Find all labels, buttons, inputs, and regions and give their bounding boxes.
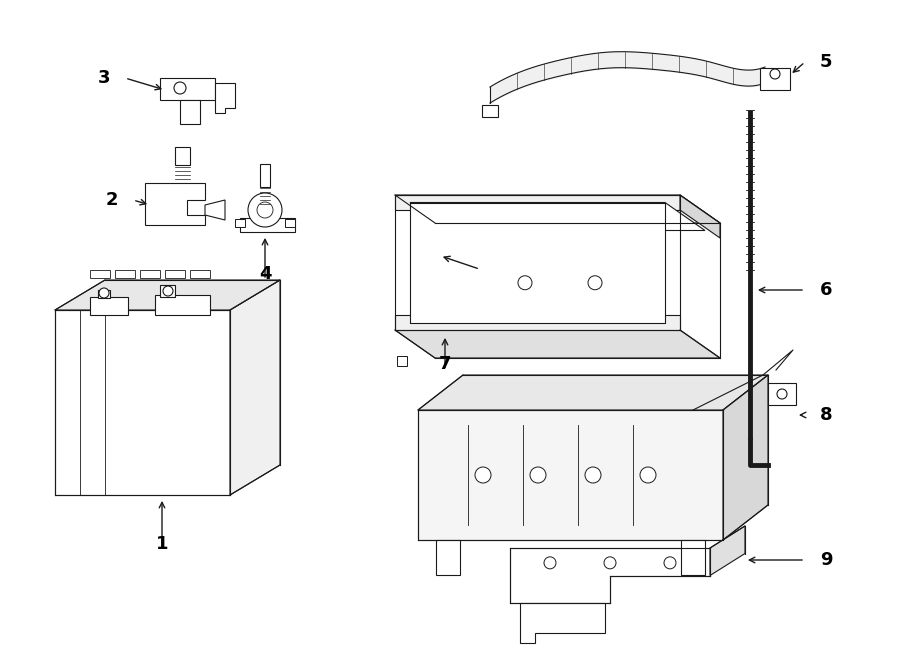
Circle shape	[604, 557, 616, 569]
Circle shape	[99, 288, 109, 298]
Bar	[160, 78, 215, 100]
Circle shape	[518, 276, 532, 290]
Bar	[436, 540, 460, 575]
Bar	[90, 297, 128, 315]
Polygon shape	[55, 280, 280, 310]
Bar	[175, 147, 190, 165]
Circle shape	[530, 467, 546, 483]
Text: 2: 2	[105, 191, 118, 209]
Bar	[285, 219, 295, 227]
Polygon shape	[230, 280, 280, 495]
Text: 7: 7	[439, 355, 451, 373]
Bar	[190, 270, 210, 278]
Bar	[90, 270, 110, 278]
Circle shape	[163, 286, 173, 296]
Circle shape	[544, 557, 556, 569]
Text: 4: 4	[259, 265, 271, 283]
Text: 9: 9	[820, 551, 832, 569]
Circle shape	[770, 69, 780, 79]
Polygon shape	[510, 548, 710, 603]
Polygon shape	[205, 200, 225, 220]
Bar	[397, 356, 407, 366]
Text: 1: 1	[156, 535, 168, 553]
Circle shape	[257, 202, 273, 218]
Bar	[260, 164, 270, 187]
Polygon shape	[410, 203, 665, 322]
Circle shape	[585, 467, 601, 483]
Bar	[760, 68, 790, 90]
Polygon shape	[395, 315, 680, 330]
Text: 3: 3	[97, 69, 110, 87]
Bar	[240, 218, 295, 232]
Bar	[155, 295, 210, 315]
Polygon shape	[410, 203, 705, 230]
Bar	[165, 270, 185, 278]
Bar	[140, 270, 160, 278]
Bar	[482, 105, 498, 117]
Circle shape	[640, 467, 656, 483]
Circle shape	[777, 389, 787, 399]
Circle shape	[664, 557, 676, 569]
Polygon shape	[145, 183, 205, 225]
Bar	[768, 383, 796, 405]
Polygon shape	[723, 375, 768, 540]
Bar	[115, 270, 135, 278]
Polygon shape	[710, 526, 745, 575]
Polygon shape	[418, 375, 768, 410]
Polygon shape	[680, 195, 720, 238]
Polygon shape	[418, 410, 723, 540]
Text: 8: 8	[820, 406, 832, 424]
Polygon shape	[395, 195, 680, 210]
Circle shape	[588, 276, 602, 290]
Text: 5: 5	[820, 53, 832, 71]
Bar	[235, 219, 245, 227]
Polygon shape	[215, 83, 235, 113]
Bar	[160, 285, 175, 297]
Circle shape	[475, 467, 491, 483]
Circle shape	[174, 82, 186, 94]
Bar	[98, 290, 110, 298]
Circle shape	[248, 193, 282, 227]
Polygon shape	[395, 195, 720, 223]
Bar	[681, 540, 705, 575]
Polygon shape	[395, 330, 720, 358]
Bar	[180, 100, 200, 124]
Polygon shape	[55, 310, 230, 495]
Text: 6: 6	[820, 281, 832, 299]
Polygon shape	[520, 603, 605, 643]
